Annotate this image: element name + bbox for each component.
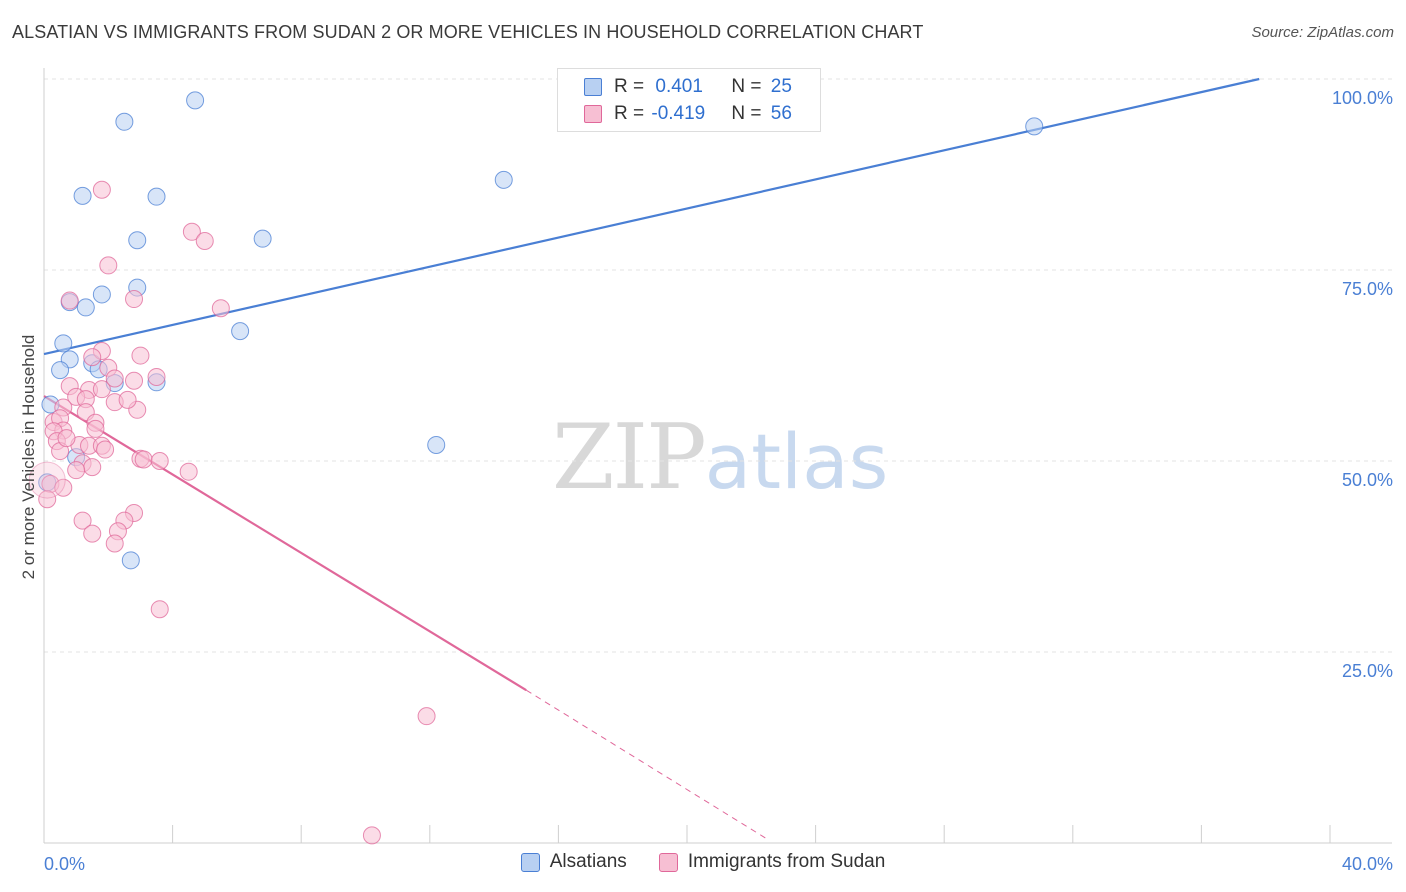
- point-sudan: [96, 440, 115, 459]
- point-sudan: [125, 290, 144, 309]
- point-sudan: [83, 458, 102, 477]
- point-sudan: [211, 299, 230, 318]
- legend-row-sudan: R = -0.419 N = 56: [584, 101, 792, 127]
- series-legend: Alsatians Immigrants from Sudan: [0, 851, 1406, 873]
- grid: [44, 78, 1392, 653]
- legend-r-label: R =: [614, 76, 650, 97]
- chart-title: ALSATIAN VS IMMIGRANTS FROM SUDAN 2 OR M…: [12, 22, 924, 42]
- point-sudan: [92, 380, 111, 399]
- point-alsatians: [231, 322, 250, 341]
- point-alsatians: [427, 435, 446, 454]
- legend-n-label: N =: [731, 76, 767, 97]
- legend-r-value: 0.401: [655, 76, 703, 97]
- point-sudan: [99, 256, 118, 275]
- point-sudan: [28, 461, 66, 499]
- legend-label-alsatians: Alsatians: [549, 851, 627, 872]
- trend-lines: [43, 77, 1260, 840]
- x-tick-label: 40.0%: [1342, 854, 1393, 874]
- x-tick-label: 0.0%: [44, 854, 85, 874]
- point-sudan: [195, 231, 214, 250]
- legend-r-label: R =: [614, 103, 650, 124]
- point-sudan: [38, 490, 57, 509]
- y-tick-label: 100.0%: [1332, 88, 1393, 108]
- point-sudan: [67, 461, 86, 480]
- y-tick-label: 75.0%: [1342, 279, 1393, 299]
- point-alsatians: [1025, 117, 1044, 136]
- point-sudan: [147, 367, 166, 386]
- watermark: ZIPatlas: [552, 405, 888, 510]
- point-sudan: [92, 180, 111, 199]
- legend-swatch-blue: [584, 78, 602, 96]
- point-sudan: [150, 452, 169, 470]
- watermark-zip: ZIP: [552, 405, 707, 510]
- trend-line-sudan: [43, 395, 527, 692]
- point-sudan: [57, 429, 76, 448]
- point-alsatians: [494, 170, 513, 189]
- trend-line-sudan-extension: [525, 689, 768, 840]
- legend-swatch-blue: [520, 852, 540, 872]
- point-alsatians: [76, 298, 95, 317]
- point-sudan: [131, 346, 150, 365]
- legend-r-value: -0.419: [651, 103, 706, 124]
- point-sudan: [86, 419, 105, 438]
- y-tick-label: 50.0%: [1342, 470, 1393, 490]
- axis-labels: 100.0% 75.0% 50.0% 25.0% 0.0% 40.0% 2 or more …: [19, 88, 1393, 874]
- data-points: [28, 91, 1044, 845]
- point-sudan: [105, 534, 124, 553]
- point-sudan: [60, 291, 79, 310]
- legend-item-sudan: Immigrants from Sudan: [658, 851, 886, 873]
- point-sudan: [150, 600, 169, 619]
- point-sudan: [417, 707, 436, 726]
- point-alsatians: [186, 91, 205, 110]
- point-sudan: [83, 348, 102, 367]
- trend-line-alsatians: [43, 77, 1260, 356]
- point-alsatians: [92, 285, 111, 304]
- legend-n-value: 25: [770, 76, 792, 97]
- point-sudan: [54, 478, 73, 497]
- point-alsatians: [73, 186, 92, 205]
- legend-n-label: N =: [731, 103, 767, 124]
- stats-legend: R = 0.401 N = 25 R = -0.419 N = 56: [557, 68, 821, 132]
- point-alsatians: [121, 551, 140, 570]
- legend-swatch-pink: [584, 105, 602, 123]
- legend-item-alsatians: Alsatians: [520, 851, 627, 873]
- source-credit: Source: ZipAtlas.com: [1251, 24, 1394, 41]
- point-alsatians: [147, 187, 166, 206]
- point-sudan: [105, 369, 124, 388]
- point-sudan: [125, 371, 144, 390]
- point-sudan: [179, 462, 198, 481]
- axes: [43, 68, 1392, 844]
- point-alsatians: [115, 112, 134, 131]
- point-alsatians: [54, 334, 73, 353]
- point-alsatians: [51, 361, 70, 380]
- point-sudan: [83, 524, 102, 543]
- legend-swatch-pink: [658, 852, 678, 872]
- y-axis-label: 2 or more Vehicles in Household: [19, 335, 38, 580]
- point-alsatians: [253, 229, 272, 248]
- y-tick-label: 25.0%: [1342, 661, 1393, 681]
- point-sudan: [73, 511, 92, 530]
- point-alsatians: [128, 231, 147, 250]
- point-sudan: [134, 450, 153, 469]
- legend-n-value: 56: [770, 103, 792, 124]
- legend-row-alsatians: R = 0.401 N = 25: [584, 74, 792, 100]
- point-sudan: [182, 222, 201, 241]
- legend-label-sudan: Immigrants from Sudan: [687, 851, 886, 872]
- point-sudan: [362, 826, 381, 845]
- point-sudan: [118, 390, 137, 409]
